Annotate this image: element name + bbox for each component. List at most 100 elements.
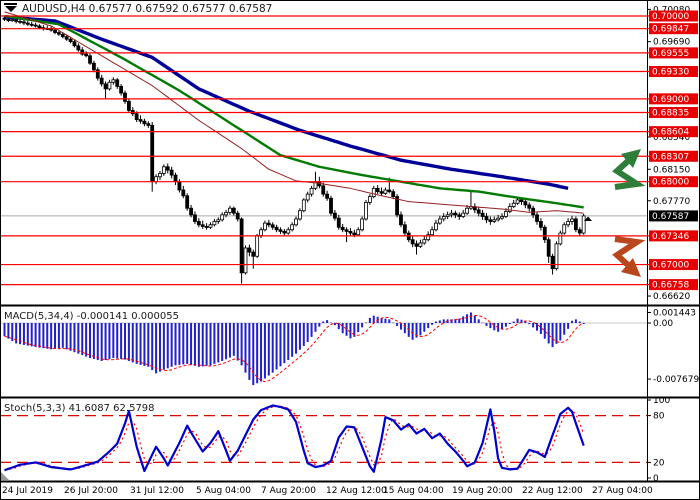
candle-body [476, 209, 481, 214]
time-axis[interactable]: 24 Jul 2019 26 Jul 20:00 31 Jul 12:00 5 Aug… [2, 486, 653, 496]
candle-body [29, 23, 34, 26]
macd-bar [462, 316, 465, 323]
candle-body [247, 247, 252, 253]
macd-bar [567, 323, 570, 329]
candle-body [356, 229, 361, 236]
macd-bar [493, 323, 496, 331]
macd-bar [295, 323, 298, 354]
macd-bar [260, 323, 263, 382]
time-axis-label: 15 Aug 04:00 [383, 486, 444, 496]
macd-bar [512, 321, 515, 323]
macd-bar [182, 323, 185, 365]
candle-body [527, 204, 532, 209]
macd-bar [108, 323, 111, 360]
macd-bar [81, 323, 84, 356]
candle-body [282, 231, 287, 234]
macd-bar [306, 323, 309, 342]
candle-body [488, 219, 493, 222]
candle-body [22, 21, 26, 24]
candle-body [60, 33, 65, 38]
candle-body [165, 166, 170, 171]
macd-bar [155, 323, 158, 374]
macd-bar [555, 323, 558, 344]
candle-body [259, 229, 263, 236]
candle-body [255, 235, 260, 257]
macd-bar [458, 318, 461, 323]
macd-bar [291, 323, 294, 357]
candle-body [92, 62, 96, 71]
macd-bar [57, 323, 60, 349]
candle-body [158, 173, 162, 178]
candle-body [461, 212, 466, 217]
macd-bar [388, 319, 391, 323]
time-axis-label: 5 Aug 04:00 [196, 486, 251, 496]
candle-body [76, 45, 81, 51]
stoch-pane [0, 404, 647, 480]
scale-label-box [649, 66, 698, 78]
macd-bar [100, 323, 103, 361]
candle-body [387, 189, 392, 193]
scale-label-boxed-text: 0.67000 [652, 261, 689, 271]
macd-bar [578, 321, 581, 323]
pane-resize-grip[interactable] [1, 472, 9, 480]
candle-body [352, 232, 357, 236]
candle-body [309, 187, 314, 195]
macd-bar [50, 323, 53, 350]
candle-body [266, 222, 271, 226]
macd-bar [431, 323, 434, 325]
candle-body [379, 191, 384, 194]
macd-bar [372, 315, 375, 323]
macd-bar [42, 323, 45, 349]
scale-label: -0.007679 [653, 375, 699, 385]
macd-bar [228, 323, 231, 358]
stoch-d-line [4, 405, 585, 471]
macd-bar [466, 314, 469, 323]
candle-body [239, 218, 244, 274]
annotation-arrows [612, 149, 646, 277]
macd-bar [333, 323, 336, 326]
macd-bar [481, 322, 484, 324]
candle-body [216, 219, 221, 222]
scale-label-box [649, 176, 698, 188]
macd-bar [147, 323, 150, 367]
scale-label-boxed-text: 0.68307 [652, 152, 689, 162]
macd-bar [357, 323, 360, 333]
scale-label: 0.70080 [653, 5, 690, 15]
candle-body [204, 226, 209, 228]
candle-body [53, 29, 57, 33]
candle-body [146, 123, 151, 126]
time-axis-label: 26 Jul 20:00 [64, 486, 118, 496]
macd-bar [364, 322, 367, 324]
macd-bar [559, 323, 562, 341]
macd-bar [551, 323, 554, 348]
candle-body [457, 214, 462, 217]
scale-label-box [649, 279, 698, 291]
scale-label: 80 [653, 412, 665, 422]
time-axis-label: 19 Aug 20:00 [452, 486, 513, 496]
candle-body [286, 229, 291, 234]
macd-bar [310, 323, 313, 337]
candle-body [235, 212, 240, 220]
macd-bar [69, 323, 72, 351]
scale-label-boxed-text: 0.66758 [652, 281, 689, 291]
macd-bar [302, 323, 305, 346]
scale-label: 0.66620 [653, 292, 690, 302]
up-arrow-shaft [612, 158, 646, 190]
macd-bar [298, 323, 301, 350]
macd-bar [380, 317, 383, 323]
candle-body [570, 218, 574, 222]
macd-bar [213, 323, 216, 364]
candle-body [395, 196, 399, 216]
candle-body [18, 20, 22, 23]
candle-body [64, 36, 69, 40]
candle-body [441, 216, 446, 220]
candle-body [243, 247, 248, 274]
candle-body [212, 221, 217, 226]
scale-label: 0.001443 [653, 308, 696, 318]
macd-bar [131, 323, 134, 363]
price-scale[interactable]: 0.70080 0.69690 0.68540 0.68150 0.67770 0.666… [647, 5, 699, 484]
candle-body [360, 218, 365, 231]
candle-body [57, 32, 61, 35]
macd-bar [384, 318, 387, 323]
